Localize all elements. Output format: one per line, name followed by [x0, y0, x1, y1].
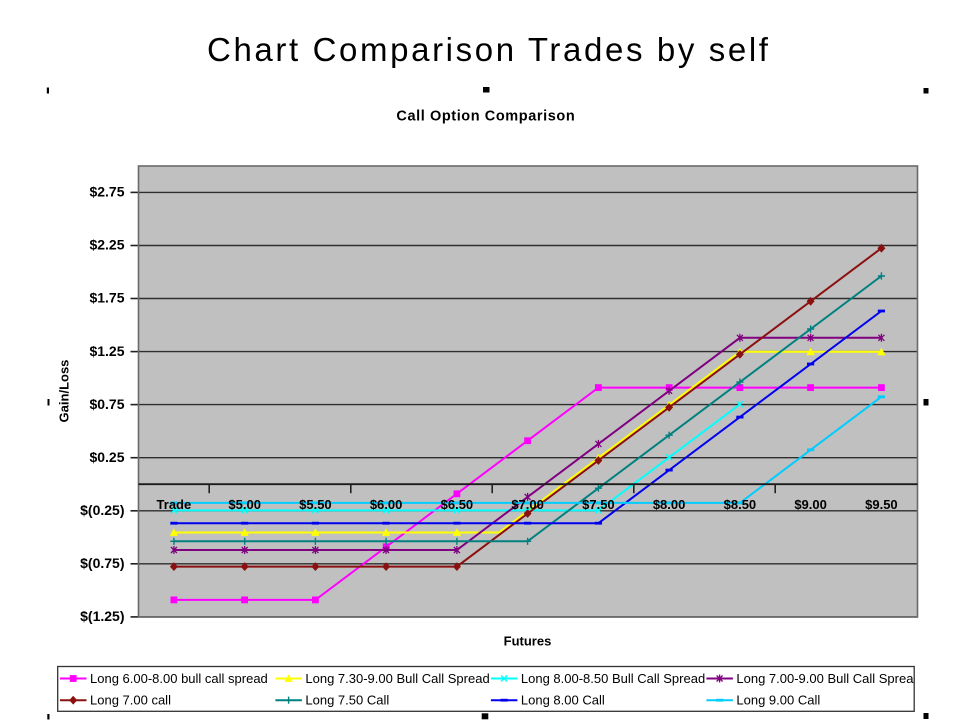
- svg-text:$(1.25): $(1.25): [80, 608, 124, 624]
- svg-text:$9.00: $9.00: [794, 497, 827, 512]
- svg-text:$2.75: $2.75: [89, 184, 124, 200]
- svg-text:$5.00: $5.00: [228, 497, 261, 512]
- svg-text:$2.25: $2.25: [89, 237, 124, 253]
- svg-text:Long 9.00 Call: Long 9.00 Call: [736, 693, 820, 708]
- svg-text:Long 8.00 Call: Long 8.00 Call: [521, 693, 605, 708]
- svg-text:$5.50: $5.50: [299, 497, 332, 512]
- svg-text:Gain/Loss: Gain/Loss: [57, 360, 72, 423]
- svg-text:Long 7.00-9.00 Bull Call Sprea: Long 7.00-9.00 Bull Call Spread: [736, 671, 920, 686]
- svg-text:Long 7.30-9.00 Bull Call Sprea: Long 7.30-9.00 Bull Call Spread: [305, 671, 489, 686]
- svg-text:Trade: Trade: [157, 497, 192, 512]
- svg-text:$7.50: $7.50: [582, 497, 615, 512]
- svg-text:$1.25: $1.25: [89, 343, 124, 359]
- svg-text:Call Option Comparison: Call Option Comparison: [396, 108, 574, 124]
- svg-text:Long 6.00-8.00 bull call sprea: Long 6.00-8.00 bull call spread: [90, 671, 268, 686]
- svg-text:$7.00: $7.00: [511, 497, 544, 512]
- svg-text:$8.00: $8.00: [653, 497, 686, 512]
- svg-text:$1.75: $1.75: [89, 290, 124, 306]
- svg-text:$6.00: $6.00: [370, 497, 403, 512]
- svg-text:Futures: Futures: [504, 634, 552, 649]
- svg-text:$0.25: $0.25: [89, 449, 124, 465]
- svg-text:Long 7.50 Call: Long 7.50 Call: [305, 693, 389, 708]
- svg-text:$8.50: $8.50: [724, 497, 757, 512]
- svg-text:Long 8.00-8.50 Bull Call Sprea: Long 8.00-8.50 Bull Call Spread: [521, 671, 705, 686]
- svg-text:$(0.25): $(0.25): [80, 502, 124, 518]
- svg-text:Long 7.00 call: Long 7.00 call: [90, 693, 171, 708]
- svg-text:$0.75: $0.75: [89, 396, 124, 412]
- svg-text:$6.50: $6.50: [441, 497, 474, 512]
- svg-text:$9.50: $9.50: [865, 497, 898, 512]
- svg-text:$(0.75): $(0.75): [80, 555, 124, 571]
